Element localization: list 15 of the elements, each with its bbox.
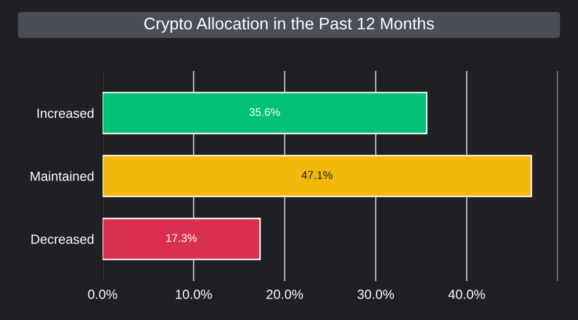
data-label: 35.6% — [249, 108, 280, 116]
x-tick-label: 40.0% — [448, 290, 485, 299]
bar — [102, 92, 428, 134]
data-label: 17.3% — [166, 234, 197, 242]
bar — [102, 218, 261, 260]
x-tick-label: 30.0% — [358, 290, 394, 299]
data-label: 47.1% — [301, 171, 332, 179]
x-tick-label: 20.0% — [266, 290, 303, 299]
bar — [102, 154, 532, 198]
y-tick-label: Increased — [38, 108, 94, 118]
x-tick-label: 0.0% — [88, 290, 118, 299]
y-tick-label: Decreased — [32, 234, 94, 244]
chart-title: Crypto Allocation in the Past 12 Months — [144, 17, 434, 33]
y-tick-label: Maintained — [30, 171, 94, 181]
x-tick-label: 10.0% — [176, 290, 212, 299]
